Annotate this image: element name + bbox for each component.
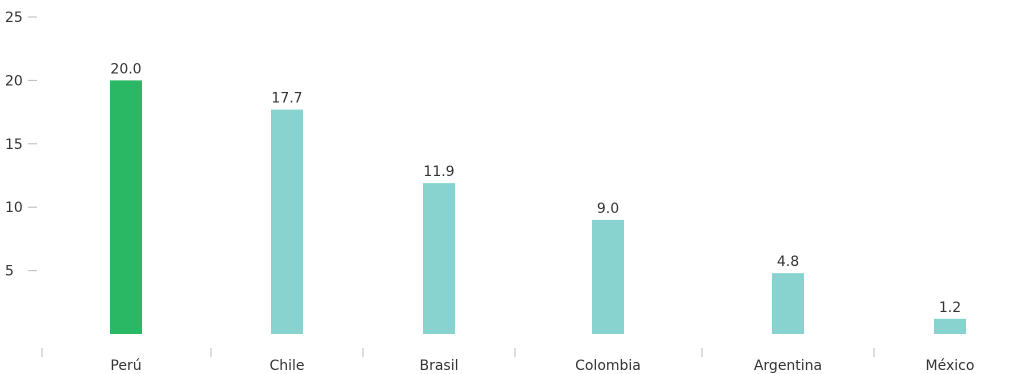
bars (110, 80, 966, 335)
value-label: 4.8 (777, 254, 799, 270)
category-label: Perú (110, 358, 141, 374)
value-label: 17.7 (271, 91, 302, 107)
y-tick-label: 20 (5, 73, 23, 89)
bar (772, 273, 804, 334)
value-labels: 20.0 17.7 11.9 9.0 4.8 1.2 (110, 61, 961, 315)
bar (423, 183, 455, 334)
category-label: Chile (269, 358, 304, 374)
y-tick-label: 5 (5, 264, 14, 280)
y-tick-label: 15 (5, 137, 23, 153)
y-tick-label: 25 (5, 10, 23, 26)
category-label: Argentina (754, 358, 822, 374)
bar (110, 80, 142, 335)
bar (271, 109, 303, 335)
y-tick-label: 10 (5, 200, 23, 216)
y-axis: 5 10 15 20 25 (5, 10, 37, 280)
value-label: 11.9 (423, 164, 454, 180)
category-label: Brasil (419, 358, 458, 374)
category-label: Colombia (575, 358, 641, 374)
x-axis: Perú Chile Brasil Colombia Argentina México (41, 348, 975, 374)
value-label: 1.2 (939, 300, 961, 316)
category-label: México (926, 358, 975, 374)
bar (592, 219, 624, 334)
value-label: 9.0 (597, 201, 619, 217)
value-label: 20.0 (110, 61, 141, 77)
bar (934, 318, 966, 334)
